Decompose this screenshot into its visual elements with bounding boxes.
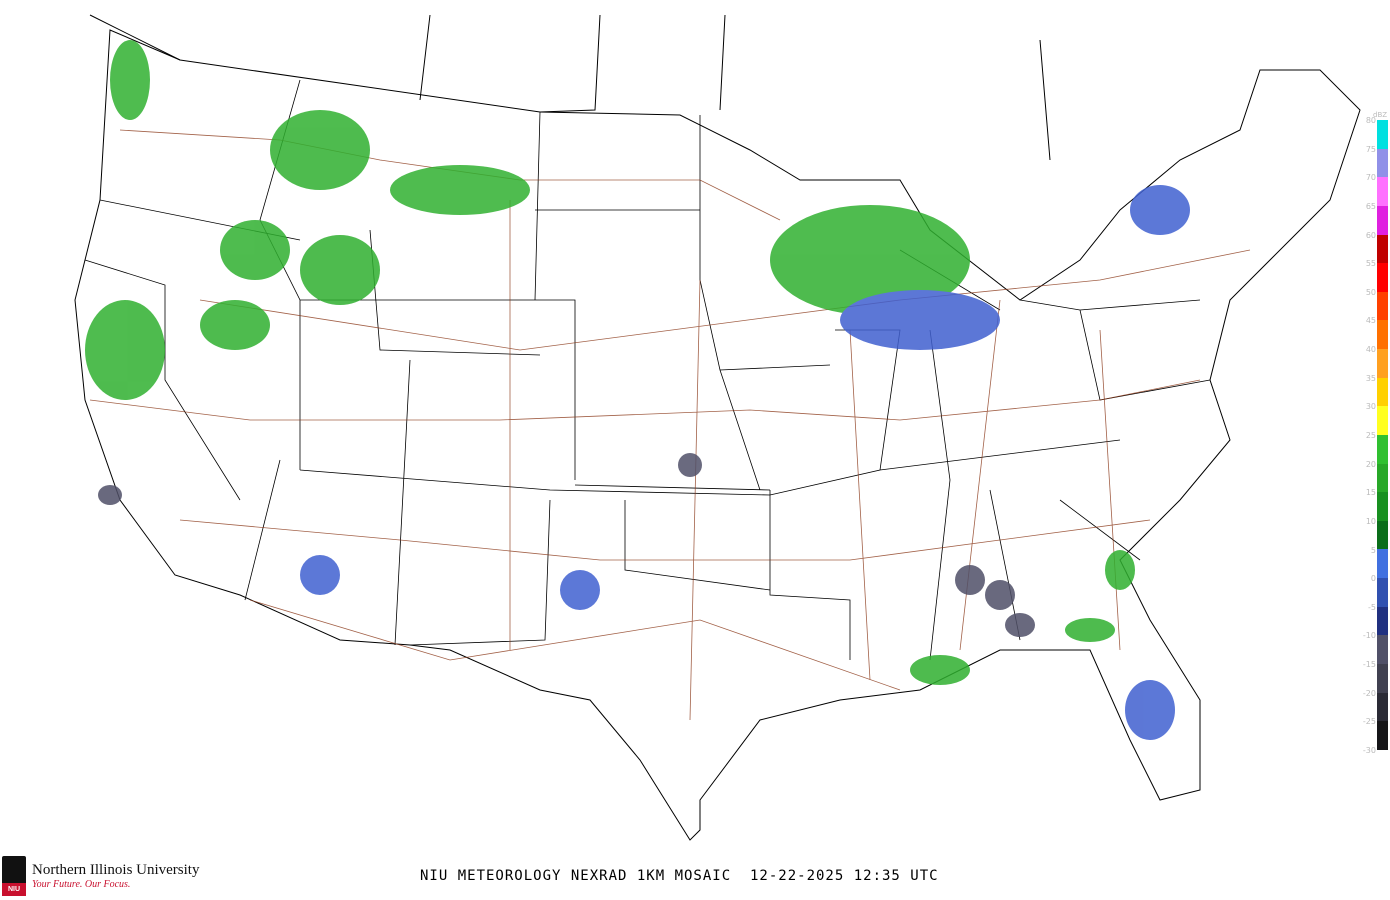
colorbar-label: 10 [1365,516,1376,526]
colorbar-label: -15 [1362,660,1376,670]
colorbar-label: 70 [1365,173,1376,183]
colorbar-label: 40 [1365,345,1376,355]
colorbar-swatch [1377,492,1388,521]
colorbar-swatch [1377,606,1388,636]
reflectivity-colorbar [1377,120,1388,750]
colorbar-label: 65 [1365,201,1376,211]
colorbar-label: 75 [1365,144,1376,154]
colorbar-swatch [1377,148,1388,178]
colorbar-swatch [1377,434,1388,464]
precipitation-echoes [85,40,1190,740]
colorbar-swatch [1377,663,1388,693]
colorbar-label: 60 [1365,230,1376,240]
colorbar-swatch [1377,692,1388,722]
colorbar-label: 30 [1365,402,1376,412]
colorbar-label: 25 [1365,431,1376,440]
state-lines [84,79,1211,661]
colorbar-swatch [1377,721,1388,750]
colorbar-label: -30 [1362,746,1376,755]
colorbar-swatch [1377,377,1388,407]
colorbar-swatch [1377,578,1388,607]
colorbar-label: 45 [1365,316,1376,326]
colorbar-swatch [1377,406,1388,435]
colorbar-label: -5 [1368,602,1376,612]
niu-shield-icon: NIU [2,856,26,896]
university-tagline: Your Future. Our Focus. [32,879,131,890]
colorbar-swatch [1377,263,1388,292]
colorbar-label: 80 [1365,116,1376,125]
colorbar-label: 50 [1365,287,1376,297]
colorbar-unit: dBZ [1373,111,1388,119]
colorbar-label: -25 [1362,717,1376,727]
colorbar-label: -10 [1362,631,1376,641]
colorbar-swatch [1377,120,1388,149]
colorbar-swatch [1377,520,1388,550]
colorbar-swatch [1377,635,1388,664]
colorbar-swatch [1377,320,1388,349]
colorbar-swatch [1377,205,1388,235]
colorbar-label: 35 [1365,373,1376,383]
colorbar-label: -20 [1362,688,1376,698]
map-title: NIU METEOROLOGY NEXRAD 1KM MOSAIC 12-22-… [420,868,939,884]
colorbar-swatch [1377,291,1388,321]
colorbar-label: 20 [1365,459,1376,469]
colorbar-swatch [1377,549,1388,578]
colorbar-label: 5 [1370,545,1376,555]
university-name: Northern Illinois University [32,862,200,878]
niu-logo: NIU Northern Illinois University Your Fu… [2,856,199,896]
colorbar-swatch [1377,234,1388,264]
colorbar-swatch [1377,349,1388,378]
colorbar-label: 15 [1365,488,1376,498]
colorbar-label: 55 [1365,259,1376,269]
colorbar-label: 0 [1370,574,1376,584]
colorbar-swatch [1377,463,1388,493]
colorbar-swatch [1377,177,1388,206]
